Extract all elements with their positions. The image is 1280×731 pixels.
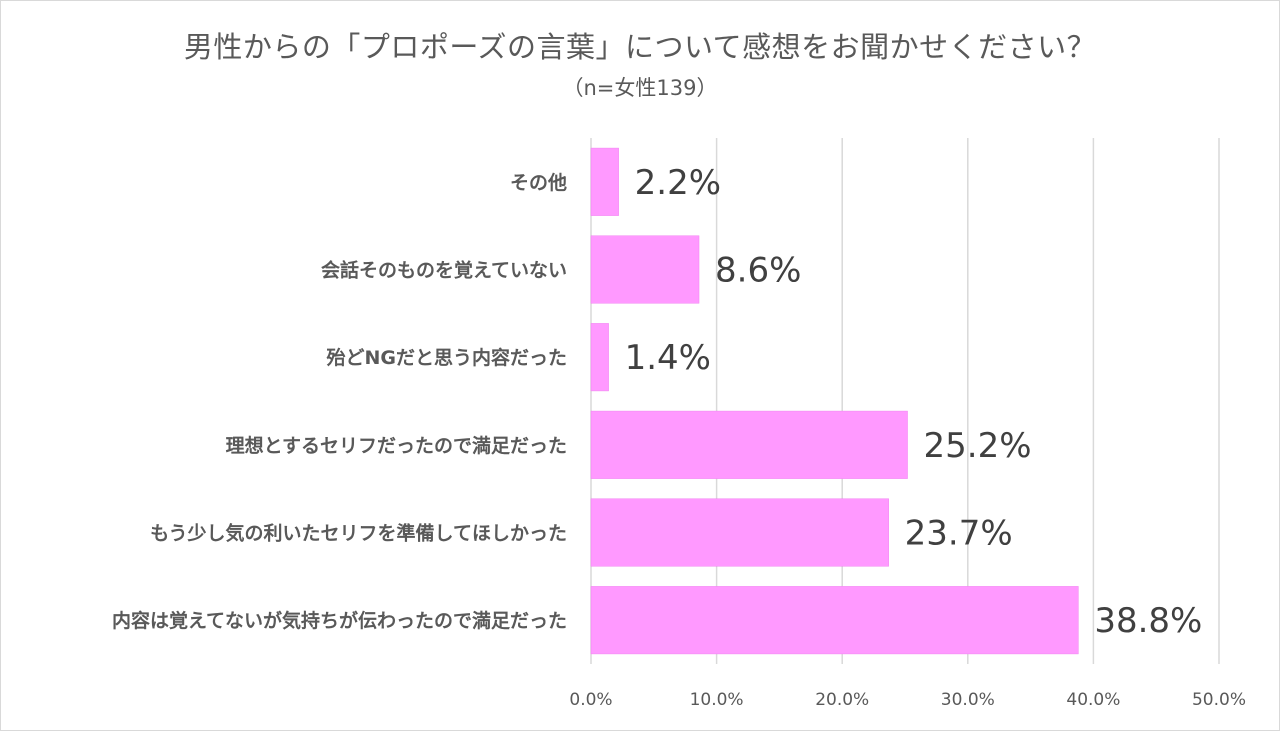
chart-subtitle: （n=女性139） xyxy=(562,76,718,100)
bar xyxy=(590,323,609,392)
x-tick-label: 20.0% xyxy=(815,690,869,710)
category-label: 会話そのものを覚えていない xyxy=(321,259,567,282)
data-label: 38.8% xyxy=(1094,601,1202,641)
data-label: 2.2% xyxy=(635,163,721,203)
bars xyxy=(590,147,1079,655)
data-label: 23.7% xyxy=(905,514,1013,554)
x-tick-label: 10.0% xyxy=(690,690,744,710)
bar xyxy=(590,586,1079,655)
data-label: 1.4% xyxy=(625,338,711,378)
data-label: 25.2% xyxy=(924,426,1032,466)
x-tick-label: 0.0% xyxy=(569,690,612,710)
x-tick-label: 30.0% xyxy=(941,690,995,710)
category-label: 殆どNGだと思う内容だった xyxy=(326,346,568,369)
labels: 0.0% 10.0% 20.0% 30.0% 40.0% 50.0% その他 2.2% 会話その… xyxy=(112,163,1246,710)
category-label: その他 xyxy=(510,171,567,194)
chart-title: 男性からの「プロポーズの言葉」について感想をお聞かせください？ xyxy=(183,30,1097,64)
gridlines xyxy=(590,138,1220,664)
bar xyxy=(590,147,619,216)
bar xyxy=(590,498,889,567)
bar xyxy=(590,410,908,479)
bar xyxy=(590,235,700,304)
data-label: 8.6% xyxy=(715,251,801,291)
category-label: 内容は覚えてないが気持ちが伝わったので満足だった xyxy=(112,609,567,632)
category-label: もう少し気の利いたセリフを準備してほしかった xyxy=(150,522,567,545)
x-tick-label: 40.0% xyxy=(1066,690,1120,710)
category-label: 理想とするセリフだったので満足だった xyxy=(226,434,567,457)
x-tick-label: 50.0% xyxy=(1192,690,1246,710)
